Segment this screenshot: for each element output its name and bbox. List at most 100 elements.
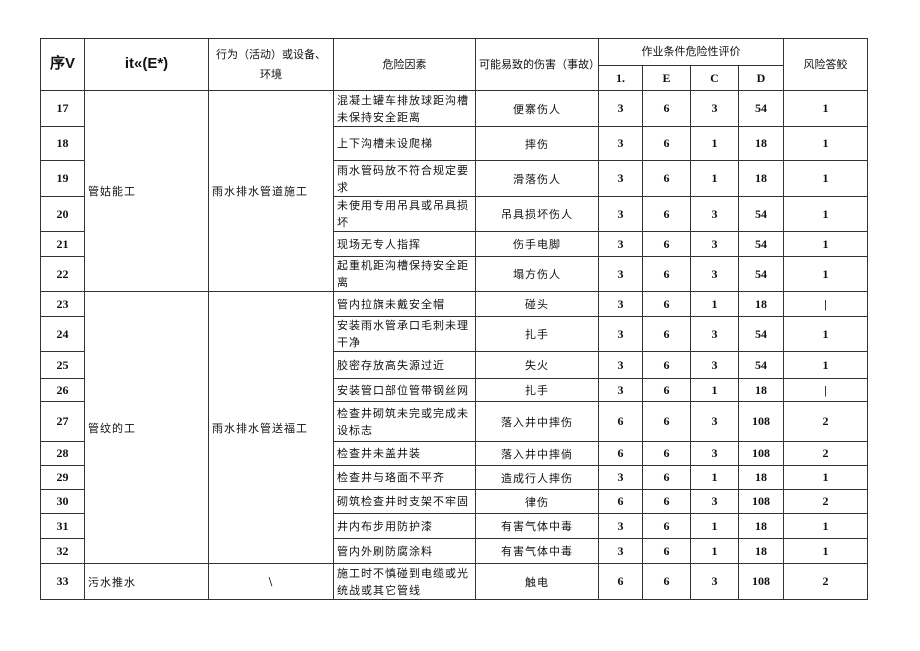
risk-level: 1 bbox=[783, 351, 868, 379]
l-value: 3 bbox=[598, 126, 643, 161]
hazard-cell: 检查井与珞面不平齐 bbox=[333, 465, 476, 490]
l-value: 3 bbox=[598, 378, 643, 402]
header-hazard: 危险因素 bbox=[333, 38, 476, 91]
risk-level: 1 bbox=[783, 90, 868, 127]
row-number: 28 bbox=[40, 441, 85, 466]
c-value: 1 bbox=[690, 538, 739, 564]
harm-cell: 便寨伤人 bbox=[475, 90, 599, 127]
row-number: 29 bbox=[40, 465, 85, 490]
risk-level: 1 bbox=[783, 316, 868, 352]
l-value: 3 bbox=[598, 231, 643, 257]
table-row: 22 起重机距沟槽保持安全距离 塌方伤人 3 6 3 54 1 bbox=[40, 256, 868, 292]
hazard-cell: 管内外刷防腐涂料 bbox=[333, 538, 476, 564]
risk-level: 2 bbox=[783, 401, 868, 442]
c-value: 3 bbox=[690, 563, 739, 600]
d-value: 108 bbox=[738, 441, 784, 466]
e-value: 6 bbox=[642, 538, 691, 564]
e-value: 6 bbox=[642, 256, 691, 292]
header-c: C bbox=[690, 65, 739, 91]
c-value: 3 bbox=[690, 316, 739, 352]
e-value: 6 bbox=[642, 441, 691, 466]
c-value: 3 bbox=[690, 196, 739, 232]
harm-cell: 滑落伤人 bbox=[475, 160, 599, 197]
c-value: 3 bbox=[690, 351, 739, 379]
risk-level: 1 bbox=[783, 538, 868, 564]
d-value: 18 bbox=[738, 465, 784, 490]
risk-level: 1 bbox=[783, 196, 868, 232]
hazard-cell: 检查井未盖井装 bbox=[333, 441, 476, 466]
d-value: 54 bbox=[738, 316, 784, 352]
header-evaluation: 作业条件危险性评价 bbox=[598, 38, 784, 66]
e-value: 6 bbox=[642, 90, 691, 127]
l-value: 3 bbox=[598, 316, 643, 352]
d-value: 18 bbox=[738, 291, 784, 317]
header-risk: 风险答鲛 bbox=[783, 38, 868, 91]
hazard-cell: 上下沟槽未设爬梯 bbox=[333, 126, 476, 161]
row-number: 22 bbox=[40, 256, 85, 292]
harm-cell: 触电 bbox=[475, 563, 599, 600]
c-value: 1 bbox=[690, 465, 739, 490]
d-value: 54 bbox=[738, 90, 784, 127]
d-value: 18 bbox=[738, 160, 784, 197]
l-value: 6 bbox=[598, 563, 643, 600]
e-value: 6 bbox=[642, 316, 691, 352]
harm-cell: 扎手 bbox=[475, 378, 599, 402]
c-value: 1 bbox=[690, 160, 739, 197]
l-value: 3 bbox=[598, 160, 643, 197]
harm-cell: 伤手电脚 bbox=[475, 231, 599, 257]
table-row: 31 井内布步用防护漆 有害气体中毒 3 6 1 18 1 bbox=[40, 513, 868, 539]
row-number: 19 bbox=[40, 160, 85, 197]
c-value: 3 bbox=[690, 90, 739, 127]
risk-level: 2 bbox=[783, 563, 868, 600]
row-number: 24 bbox=[40, 316, 85, 352]
harm-cell: 造成行人摔伤 bbox=[475, 465, 599, 490]
l-value: 3 bbox=[598, 513, 643, 539]
harm-cell: 有害气体中毒 bbox=[475, 538, 599, 564]
group-name: 管姑能工 bbox=[84, 90, 209, 292]
harm-cell: 落入井中摔伤 bbox=[475, 401, 599, 442]
hazard-cell: 现场无专人指挥 bbox=[333, 231, 476, 257]
l-value: 3 bbox=[598, 465, 643, 490]
table-row: 25 胶密存放高失源过近 失火 3 6 3 54 1 bbox=[40, 351, 868, 379]
row-number: 33 bbox=[40, 563, 85, 600]
table-row: 33 污水推水 \ 施工时不慎碰到电缆或光统战或其它管线 触电 6 6 3 108 2 bbox=[40, 563, 868, 600]
header-harm: 可能易致的伤害（事故） bbox=[475, 38, 599, 91]
table-row: 17 管姑能工 雨水排水管道施工 混凝土罐车排放球距沟槽未保持安全距离 便寨伤人 3 6 3 5… bbox=[40, 90, 868, 292]
risk-level: 1 bbox=[783, 465, 868, 490]
group-activity: \ bbox=[208, 563, 334, 600]
harm-cell: 有害气体中毒 bbox=[475, 513, 599, 539]
harm-cell: 律伤 bbox=[475, 489, 599, 514]
d-value: 108 bbox=[738, 563, 784, 600]
risk-level: 2 bbox=[783, 489, 868, 514]
table-row: 27 检查井砌筑未完或完成未设标志 落入井中摔伤 6 6 3 108 2 bbox=[40, 401, 868, 442]
harm-cell: 塌方伤人 bbox=[475, 256, 599, 292]
header-l: 1. bbox=[598, 65, 643, 91]
row-number: 21 bbox=[40, 231, 85, 257]
group-name: 污水推水 bbox=[84, 563, 209, 600]
c-value: 3 bbox=[690, 401, 739, 442]
table-row: 23 管纹的工 雨水排水管送福工 管内拉旗未戴安全帽 碰头 3 6 1 18 | bbox=[40, 291, 868, 564]
d-value: 54 bbox=[738, 231, 784, 257]
c-value: 3 bbox=[690, 231, 739, 257]
row-number: 31 bbox=[40, 513, 85, 539]
group-activity: 雨水排水管送福工 bbox=[208, 291, 334, 564]
table-body: 17 管姑能工 雨水排水管道施工 混凝土罐车排放球距沟槽未保持安全距离 便寨伤人 3 6 3 5… bbox=[40, 90, 868, 600]
group-activity: 雨水排水管道施工 bbox=[208, 90, 334, 292]
risk-level: 1 bbox=[783, 126, 868, 161]
hazard-cell: 砌筑检查井时支架不牢固 bbox=[333, 489, 476, 514]
c-value: 1 bbox=[690, 291, 739, 317]
d-value: 18 bbox=[738, 538, 784, 564]
l-value: 6 bbox=[598, 441, 643, 466]
table-row: 19 雨水管码放不符合规定要求 滑落伤人 3 6 1 18 1 bbox=[40, 160, 868, 197]
table-row: 29 检查井与珞面不平齐 造成行人摔伤 3 6 1 18 1 bbox=[40, 465, 868, 490]
l-value: 3 bbox=[598, 538, 643, 564]
risk-assessment-table: 序V it«(E*) 行为（活动）或设备、环境 危险因素 可能易致的伤害（事故）… bbox=[40, 38, 868, 600]
risk-level: 1 bbox=[783, 256, 868, 292]
hazard-cell: 检查井砌筑未完或完成未设标志 bbox=[333, 401, 476, 442]
c-value: 1 bbox=[690, 126, 739, 161]
e-value: 6 bbox=[642, 196, 691, 232]
hazard-cell: 管内拉旗未戴安全帽 bbox=[333, 291, 476, 317]
hazard-cell: 施工时不慎碰到电缆或光统战或其它管线 bbox=[333, 563, 476, 600]
c-value: 1 bbox=[690, 378, 739, 402]
l-value: 3 bbox=[598, 196, 643, 232]
